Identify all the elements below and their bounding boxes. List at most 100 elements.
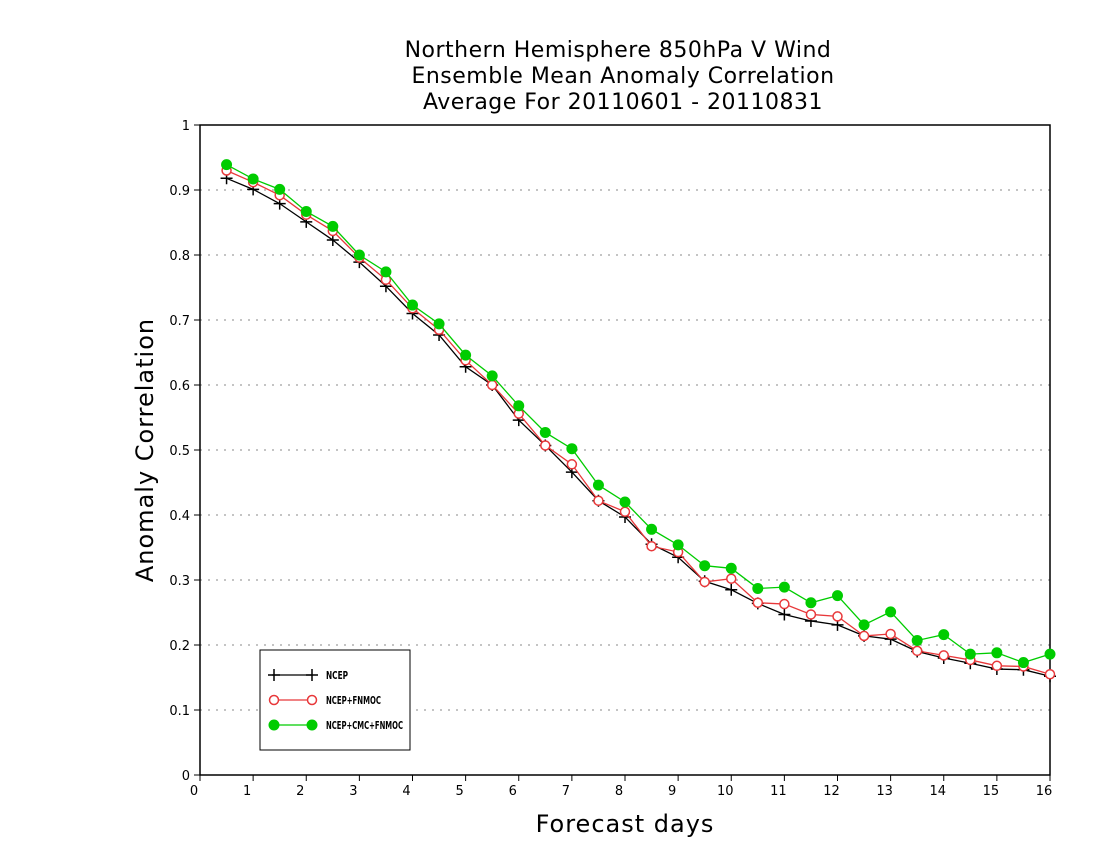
series-2-point-6 bbox=[380, 266, 392, 278]
y-tick-label-0: 0 bbox=[182, 769, 190, 784]
series-line-1 bbox=[226, 169, 1051, 675]
series-2-point-14 bbox=[592, 479, 604, 491]
series-1-point-27 bbox=[938, 650, 949, 661]
series-1-point-26 bbox=[911, 645, 923, 657]
series-2-point-30 bbox=[1017, 657, 1029, 669]
legend-label-1: NCEP+FNMOC bbox=[326, 694, 381, 707]
chart-title-line-3: Average For 20110601 - 20110831 bbox=[422, 90, 824, 115]
series-2-point-23 bbox=[832, 590, 843, 602]
series-2-point-28 bbox=[964, 648, 976, 660]
series-1-point-18 bbox=[699, 576, 710, 588]
series-2-point-19 bbox=[725, 562, 737, 574]
x-tick-label-0: 0 bbox=[190, 784, 198, 799]
series-2-point-16 bbox=[646, 523, 658, 535]
series-1-point-21 bbox=[779, 598, 790, 610]
series-2-point-29 bbox=[991, 647, 1003, 659]
series-2-point-8 bbox=[433, 318, 445, 330]
x-axis-label: Forecast days bbox=[535, 810, 715, 838]
y-tick-label-9: 0.9 bbox=[169, 184, 190, 199]
y-tick-label-3: 0.3 bbox=[169, 574, 190, 589]
series-0 bbox=[220, 172, 1056, 683]
y-tick-label-7: 0.7 bbox=[169, 314, 190, 329]
x-tick-label-9: 9 bbox=[668, 784, 676, 799]
series-line-2 bbox=[226, 164, 1051, 664]
y-tick-label-5: 0.5 bbox=[169, 444, 190, 459]
series-2-point-22 bbox=[805, 597, 817, 609]
legend-marker-start-2 bbox=[268, 719, 280, 731]
series-2-point-25 bbox=[885, 606, 897, 618]
legend-marker-end-2 bbox=[306, 719, 318, 731]
x-tick-label-11: 11 bbox=[770, 784, 787, 799]
x-tick-label-16: 16 bbox=[1036, 784, 1053, 799]
y-axis-label: Anomaly Correlation bbox=[131, 317, 159, 583]
x-tick-label-10: 10 bbox=[717, 784, 734, 799]
y-tick-label-6: 0.6 bbox=[169, 379, 190, 394]
chart-title-line-2: Ensemble Mean Anomaly Correlation bbox=[411, 64, 835, 89]
series-1-point-24 bbox=[858, 630, 870, 642]
x-tick-label-3: 3 bbox=[349, 784, 357, 799]
series-2-point-1 bbox=[247, 173, 259, 185]
x-tick-label-8: 8 bbox=[615, 784, 623, 799]
series-2 bbox=[221, 159, 1056, 669]
x-tick-label-5: 5 bbox=[455, 784, 463, 799]
series-1-point-13 bbox=[566, 459, 578, 470]
y-tick-label-10: 1 bbox=[182, 119, 190, 134]
series-2-point-10 bbox=[486, 370, 498, 382]
y-tick-label-1: 0.1 bbox=[169, 704, 190, 719]
legend-marker-end-1 bbox=[306, 694, 318, 706]
series-2-point-17 bbox=[672, 539, 684, 551]
legend-label-2: NCEP+CMC+FNMOC bbox=[326, 719, 403, 732]
x-tick-label-12: 12 bbox=[823, 784, 840, 799]
series-2-point-18 bbox=[699, 560, 711, 572]
series-2-point-31 bbox=[1044, 648, 1056, 660]
x-tick-label-15: 15 bbox=[983, 784, 1000, 799]
series-layer bbox=[220, 159, 1056, 683]
grid-lines bbox=[200, 189, 1050, 711]
series-1-point-16 bbox=[646, 540, 657, 552]
series-2-point-2 bbox=[274, 183, 286, 195]
series-2-point-13 bbox=[566, 443, 578, 455]
series-2-point-7 bbox=[407, 299, 418, 311]
y-tick-label-8: 0.8 bbox=[169, 249, 190, 264]
y-tick-label-2: 0.2 bbox=[169, 639, 190, 654]
series-2-point-11 bbox=[513, 400, 525, 412]
series-1-point-25 bbox=[885, 628, 896, 640]
axis-ticks: 00.10.20.30.40.50.60.70.80.910 1 2 3 4 5 6 7 8 9 1… bbox=[169, 119, 1052, 799]
legend-label-0: NCEP bbox=[326, 669, 348, 682]
series-0-point-19 bbox=[725, 583, 738, 596]
series-1-point-23 bbox=[832, 611, 843, 622]
series-1-point-19 bbox=[726, 573, 737, 584]
x-tick-label-4: 4 bbox=[402, 784, 410, 799]
legend-marker-start-0 bbox=[268, 669, 280, 681]
y-tick-label-4: 0.4 bbox=[169, 509, 190, 524]
series-1-point-20 bbox=[752, 597, 764, 608]
series-2-point-24 bbox=[858, 619, 870, 631]
legend-marker-end-0 bbox=[306, 669, 318, 681]
series-1-point-15 bbox=[619, 506, 631, 517]
series-0-point-21 bbox=[778, 608, 791, 621]
series-1-point-31 bbox=[1044, 669, 1056, 680]
series-1-point-10 bbox=[486, 379, 498, 391]
x-tick-label-2: 2 bbox=[296, 784, 304, 799]
series-1-point-22 bbox=[805, 609, 817, 620]
chart-title-line-1: Northern Hemisphere 850hPa V Wind bbox=[404, 38, 832, 63]
series-2-point-0 bbox=[221, 159, 233, 171]
series-1 bbox=[221, 165, 1056, 680]
series-2-point-9 bbox=[460, 349, 472, 361]
series-1-point-12 bbox=[540, 440, 551, 451]
series-1-point-29 bbox=[991, 660, 1003, 672]
series-2-point-15 bbox=[619, 496, 631, 508]
series-2-point-20 bbox=[752, 582, 764, 594]
series-1-point-14 bbox=[593, 495, 604, 506]
series-line-0 bbox=[226, 177, 1051, 677]
series-2-point-4 bbox=[327, 220, 339, 232]
x-tick-label-14: 14 bbox=[929, 784, 946, 799]
series-2-point-21 bbox=[778, 581, 790, 593]
legend-marker-start-1 bbox=[268, 694, 280, 706]
x-tick-label-7: 7 bbox=[562, 784, 570, 799]
x-tick-label-13: 13 bbox=[876, 784, 893, 799]
series-2-point-26 bbox=[911, 634, 923, 646]
x-tick-label-6: 6 bbox=[509, 784, 517, 799]
series-2-point-3 bbox=[300, 205, 312, 217]
